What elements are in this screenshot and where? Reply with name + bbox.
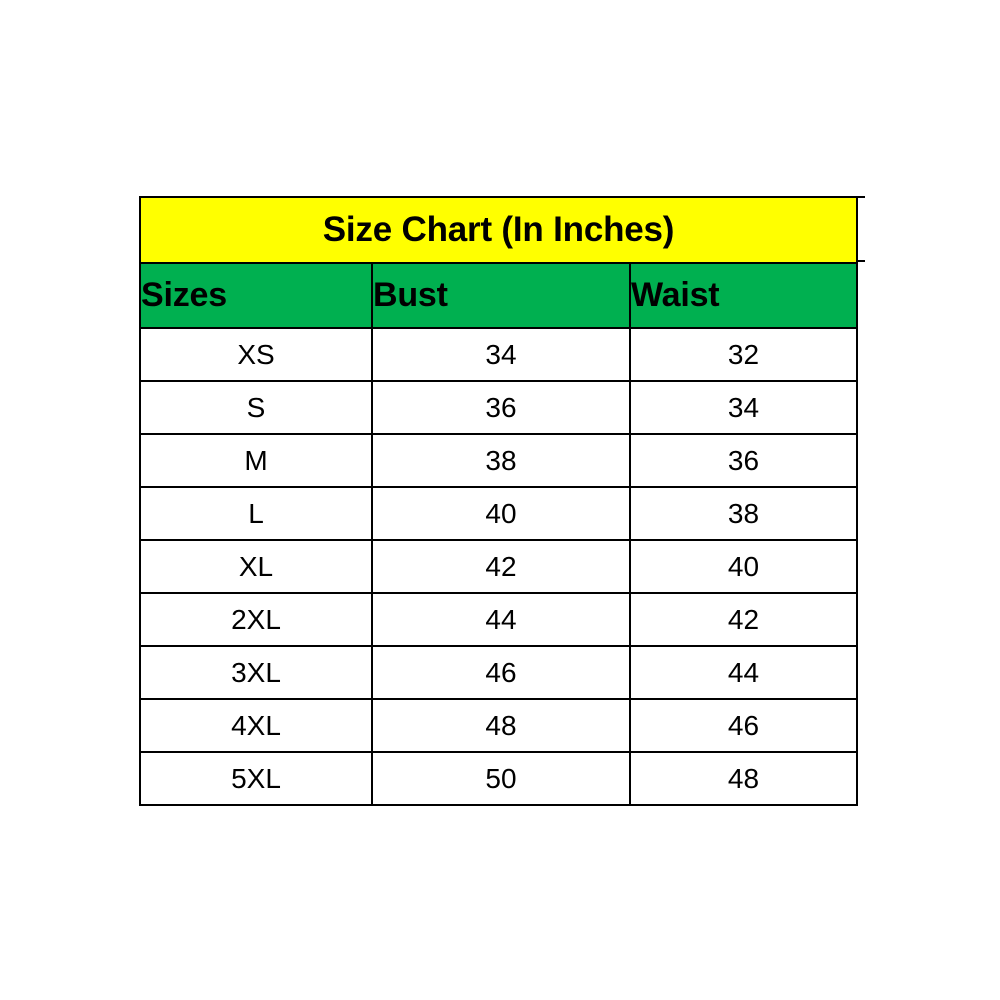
table-row: XL 42 40 (139, 539, 859, 594)
cell-waist: 44 (628, 645, 859, 700)
cell-waist: 42 (628, 592, 859, 647)
cell-waist: 46 (628, 698, 859, 753)
table-row: 3XL 46 44 (139, 645, 859, 700)
cell-size: 4XL (139, 698, 373, 753)
cell-bust: 38 (371, 433, 631, 488)
cell-bust: 42 (371, 539, 631, 594)
cell-size: 2XL (139, 592, 373, 647)
cell-size: S (139, 380, 373, 435)
cell-size: L (139, 486, 373, 541)
table-row: L 40 38 (139, 486, 859, 541)
chart-title: Size Chart (In Inches) (138, 196, 859, 264)
cell-size: 5XL (139, 751, 373, 806)
cell-waist: 36 (628, 433, 859, 488)
column-header-bust: Bust (371, 262, 631, 329)
border-overhang-top (856, 196, 865, 198)
table-row: M 38 36 (139, 433, 859, 488)
cell-waist: 34 (628, 380, 859, 435)
column-header-sizes: Sizes (139, 262, 373, 329)
cell-bust: 46 (371, 645, 631, 700)
table-row: 4XL 48 46 (139, 698, 859, 753)
table-title-row: Size Chart (In Inches) (138, 196, 859, 264)
table-row: 2XL 44 42 (139, 592, 859, 647)
cell-size: XS (139, 327, 373, 382)
column-header-waist: Waist (628, 262, 859, 329)
size-chart-table: Size Chart (In Inches) Sizes Bust Waist … (138, 196, 859, 806)
table-row: XS 34 32 (139, 327, 859, 382)
cell-waist: 40 (628, 539, 859, 594)
cell-size: XL (139, 539, 373, 594)
cell-waist: 38 (628, 486, 859, 541)
table-header-row: Sizes Bust Waist (139, 262, 859, 329)
cell-size: M (139, 433, 373, 488)
cell-bust: 44 (371, 592, 631, 647)
table-row: S 36 34 (139, 380, 859, 435)
table-row: 5XL 50 48 (139, 751, 859, 806)
cell-bust: 36 (371, 380, 631, 435)
cell-waist: 48 (628, 751, 859, 806)
cell-size: 3XL (139, 645, 373, 700)
cell-bust: 40 (371, 486, 631, 541)
size-chart-container: Size Chart (In Inches) Sizes Bust Waist … (138, 196, 865, 806)
border-overhang-middle (856, 260, 865, 262)
cell-bust: 48 (371, 698, 631, 753)
cell-bust: 34 (371, 327, 631, 382)
cell-waist: 32 (628, 327, 859, 382)
cell-bust: 50 (371, 751, 631, 806)
